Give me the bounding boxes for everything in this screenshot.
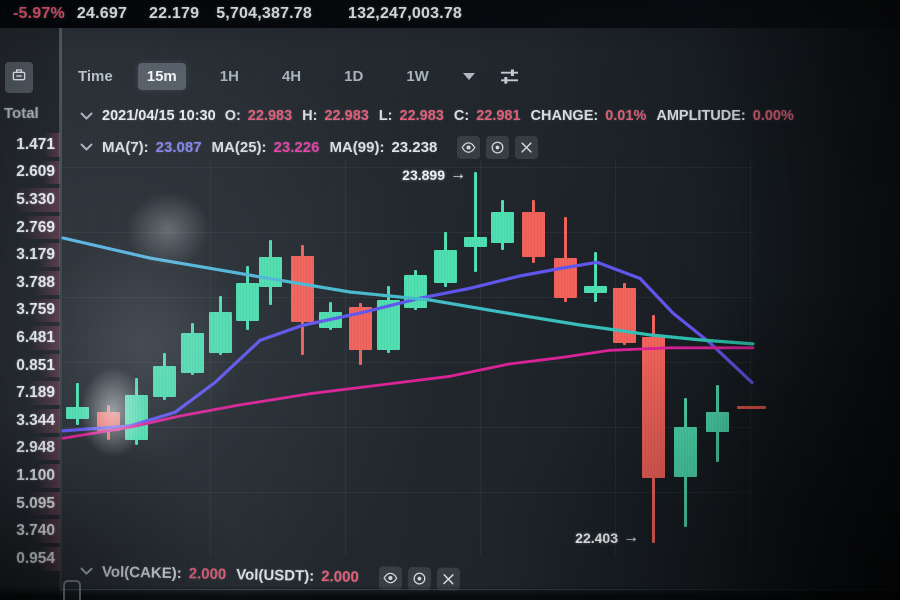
field-label: C: — [453, 108, 470, 124]
order-book-row[interactable]: 3.179 — [0, 241, 60, 269]
ticker-value: 5,704,387.78 — [216, 5, 313, 22]
ticker-value: 22.179 — [149, 5, 200, 22]
order-book-rows: 1.471 2.609 5.330 2.769 3.179 3.788 3.759 6.481… — [0, 131, 60, 573]
field-label: MA(99): — [329, 139, 385, 156]
field-value: 0.00% — [752, 108, 794, 124]
order-book-total: 3.759 — [16, 301, 55, 319]
field-label: AMPLITUDE: — [656, 108, 746, 124]
caret-down-icon[interactable] — [462, 72, 475, 80]
field-label: L: — [378, 108, 393, 124]
order-book-row[interactable]: 2.948 — [0, 435, 60, 463]
interval-1H[interactable]: 1H — [219, 67, 239, 85]
field-value: 22.983 — [399, 108, 444, 124]
order-book-row[interactable]: 3.759 — [0, 297, 60, 325]
close-button[interactable] — [515, 136, 539, 159]
field-value: 23.226 — [273, 139, 320, 156]
chart-canvas[interactable] — [63, 160, 753, 556]
order-book-total: 3.740 — [16, 522, 55, 540]
screen-bezel-edge — [60, 589, 900, 590]
orderbook-panel-icon — [11, 67, 27, 88]
order-book-row[interactable]: 3.740 — [0, 517, 60, 545]
interval-1D[interactable]: 1D — [344, 67, 364, 85]
order-book-total: 2.948 — [16, 439, 55, 457]
target-icon — [490, 140, 505, 155]
order-book-row[interactable]: 0.851 — [0, 352, 60, 380]
order-book-row[interactable]: 3.344 — [0, 407, 60, 435]
order-book-total: 3.788 — [16, 273, 55, 291]
order-book-total: 3.179 — [16, 246, 55, 264]
field-value: 22.983 — [247, 108, 293, 124]
order-book-row[interactable]: 2.609 — [0, 159, 60, 187]
interval-1W[interactable]: 1W — [406, 67, 429, 85]
order-book-row[interactable]: 1.471 — [0, 131, 60, 159]
interval-15m[interactable]: 15m — [137, 62, 186, 90]
order-book-total: 5.095 — [16, 494, 55, 512]
time-label: Time — [78, 67, 113, 85]
order-book-row[interactable]: 3.788 — [0, 269, 60, 297]
order-book-row[interactable]: 1.100 — [0, 462, 60, 490]
chart-settings-button[interactable] — [500, 68, 519, 85]
ticker-value: 132,247,003.78 — [348, 5, 463, 22]
eye-icon — [383, 570, 398, 585]
target-button[interactable] — [486, 136, 510, 159]
field-label: Vol(USDT): — [236, 566, 315, 585]
order-book-row[interactable]: 2.769 — [0, 214, 60, 242]
orderbook-panel-button[interactable] — [5, 62, 33, 93]
field-value: 22.983 — [324, 108, 369, 124]
order-book-row[interactable]: 0.954 — [0, 545, 60, 573]
panel-divider — [59, 28, 62, 600]
order-book-row[interactable]: 6.481 — [0, 324, 60, 352]
candle-datetime: 2021/04/15 10:30 — [102, 108, 216, 124]
order-book-total: 5.330 — [16, 190, 55, 208]
field-label: MA(7): — [102, 139, 149, 156]
field-label: Vol(CAKE): — [101, 563, 182, 583]
interval-4H[interactable]: 4H — [281, 67, 302, 85]
order-book-row[interactable]: 5.095 — [0, 490, 60, 518]
close-icon — [519, 140, 534, 155]
bottom-scroll-handle[interactable] — [63, 580, 81, 600]
close-icon — [441, 572, 456, 587]
order-book-row[interactable]: 5.330 — [0, 186, 60, 214]
field-label: H: — [302, 108, 318, 124]
ma-indicator-row: MA(7): 23.087 MA(25): 23.226 MA(99): 23.238 — [80, 136, 539, 159]
field-value: 23.238 — [391, 139, 438, 156]
order-book-total: 3.344 — [16, 411, 55, 429]
order-book-total: 6.481 — [16, 328, 55, 346]
field-value: 0.01% — [605, 108, 647, 124]
chevron-down-icon[interactable] — [80, 112, 93, 121]
order-book-header: Total — [4, 105, 39, 122]
field-value: 2.000 — [321, 568, 359, 586]
field-value: 2.000 — [188, 565, 227, 584]
ticker-change-percent: -5.97% — [13, 5, 65, 22]
target-icon — [412, 571, 427, 586]
order-book: Total 1.471 2.609 5.330 2.769 3.179 3.788 3.75… — [0, 28, 60, 600]
field-value: 23.087 — [155, 139, 202, 156]
order-book-total: 2.769 — [16, 218, 55, 236]
ohlc-readout: 2021/04/15 10:30 O: 22.983 H: 22.983 L: 22.98… — [80, 108, 797, 124]
eye-button[interactable] — [457, 136, 481, 159]
field-label: O: — [224, 108, 241, 124]
ma-indicator-controls — [457, 136, 539, 159]
field-label: CHANGE: — [530, 108, 599, 124]
ticker-bar: 0 -5.97% 24.697 22.179 5,704,387.78 132,247… — [0, 0, 900, 28]
interval-toolbar: Time 15m 1H 4H 1D 1W — [78, 58, 519, 94]
order-book-total: 1.471 — [16, 135, 55, 153]
order-book-total: 0.954 — [16, 549, 55, 567]
field-label: MA(25): — [211, 139, 267, 156]
eye-icon — [461, 140, 476, 155]
order-book-row[interactable]: 7.189 — [0, 379, 60, 407]
ticker-clipped-value: 0 — [3, 5, 10, 23]
field-value: 22.981 — [476, 108, 521, 124]
order-book-total: 2.609 — [16, 163, 55, 181]
order-book-total: 7.189 — [16, 384, 55, 402]
chevron-down-icon[interactable] — [80, 143, 93, 152]
chevron-down-icon[interactable] — [80, 567, 93, 576]
order-book-total: 1.100 — [16, 466, 55, 484]
ticker-value: 24.697 — [76, 5, 128, 22]
order-book-total: 0.851 — [16, 356, 55, 374]
